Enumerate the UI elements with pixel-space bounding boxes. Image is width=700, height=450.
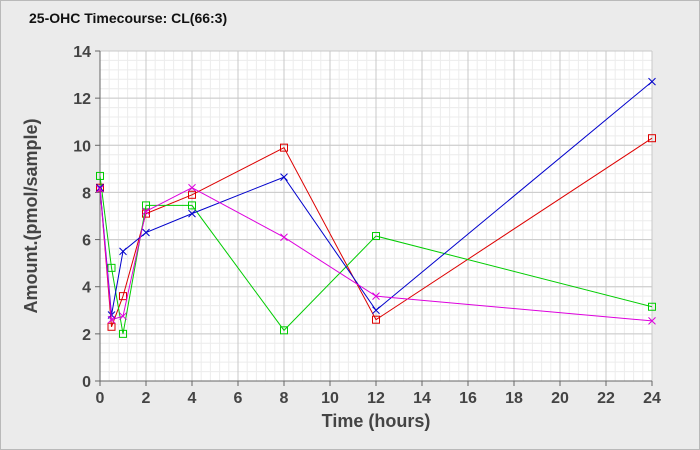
- x-tick-label: 20: [551, 390, 569, 407]
- data-point: [648, 77, 656, 86]
- data-point: [142, 201, 150, 210]
- x-tick-label: 14: [413, 390, 431, 407]
- data-point: [188, 201, 196, 210]
- data-point: [119, 329, 127, 338]
- data-point: [96, 171, 104, 180]
- data-point: [142, 228, 150, 237]
- x-tick-label: 18: [505, 390, 523, 407]
- x-tick-label: 22: [597, 390, 615, 407]
- data-point: [280, 143, 288, 152]
- data-point: [188, 209, 196, 218]
- data-point: [107, 263, 116, 272]
- y-tick-label: 2: [82, 327, 91, 344]
- y-tick-label: 12: [73, 91, 91, 108]
- data-point: [372, 315, 380, 324]
- data-point: [107, 315, 116, 324]
- data-point: [280, 233, 288, 242]
- series-line: [99, 175, 653, 334]
- y-tick-label: 8: [82, 185, 91, 202]
- series-layer: [96, 77, 656, 338]
- x-tick-label: 4: [188, 390, 197, 407]
- data-point: [96, 183, 104, 192]
- chart-title: 25-OHC Timecourse: CL(66:3): [29, 10, 228, 26]
- y-tick-label: 14: [73, 44, 91, 61]
- x-tick-label: 24: [643, 390, 661, 407]
- series-line: [99, 187, 653, 322]
- x-tick-label: 6: [234, 390, 243, 407]
- x-ticks: 0 2 4 6 8 10 12 14 16 18 20 22 24: [96, 381, 661, 407]
- x-axis-label: Time (hours): [322, 411, 431, 431]
- data-point: [648, 302, 656, 311]
- data-point: [372, 232, 380, 241]
- data-point: [280, 326, 288, 335]
- data-point: [119, 247, 127, 256]
- series-4: [96, 183, 656, 325]
- data-point: [280, 173, 288, 181]
- y-tick-label: 4: [82, 280, 91, 297]
- data-point: [372, 306, 380, 315]
- x-tick-label: 10: [321, 390, 339, 407]
- y-tick-label: 10: [73, 138, 91, 155]
- series-3: [96, 77, 656, 319]
- data-point: [188, 183, 196, 192]
- y-axis-label: Amount.(pmol/sample): [21, 118, 41, 313]
- y-ticks: 0 2 4 6 8 10 12 14: [73, 44, 100, 391]
- data-point: [142, 207, 150, 216]
- data-point: [372, 292, 380, 300]
- x-tick-label: 2: [142, 390, 151, 407]
- data-point: [188, 190, 196, 199]
- series-line: [99, 81, 653, 316]
- x-tick-label: 0: [96, 390, 105, 407]
- series-2: [96, 171, 656, 338]
- y-tick-label: 0: [82, 374, 91, 391]
- data-point: [96, 185, 104, 193]
- data-point: [648, 317, 656, 325]
- data-point: [119, 292, 127, 301]
- y-tick-label: 6: [82, 233, 91, 250]
- x-tick-label: 12: [367, 390, 385, 407]
- data-point: [648, 134, 656, 143]
- data-point: [107, 322, 116, 331]
- x-tick-label: 8: [280, 390, 289, 407]
- major-grid: [99, 50, 653, 382]
- x-tick-label: 16: [459, 390, 477, 407]
- data-point: [142, 209, 150, 218]
- data-point: [119, 312, 127, 321]
